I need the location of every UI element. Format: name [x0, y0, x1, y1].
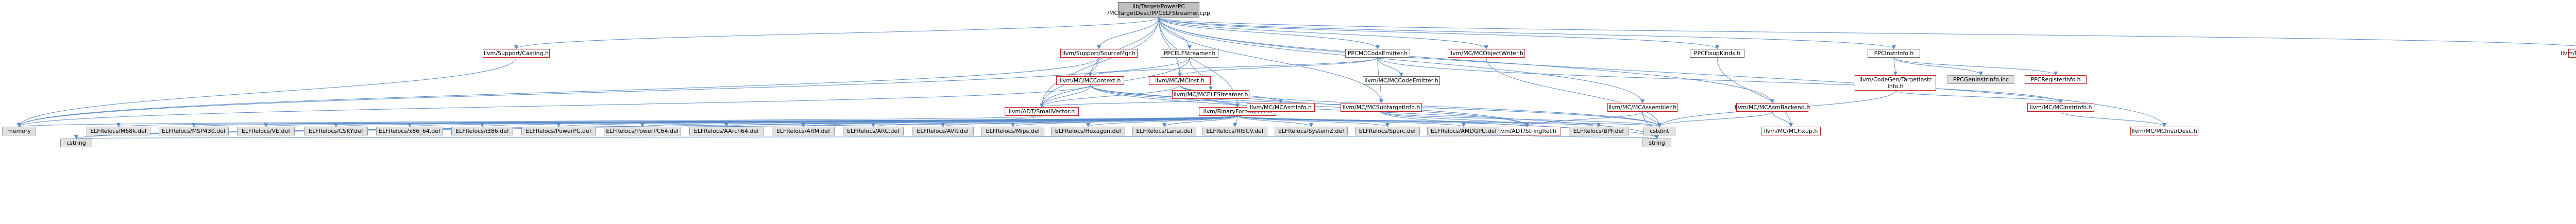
edge-binaryformat_elf-to-elfrelocs_mips — [1011, 115, 1238, 127]
node-elfrelocs-sparc: ELFRelocs/Sparc.def — [1355, 127, 1420, 135]
node-ppcmccodeemitter-h[interactable]: PPCMCCodeEmitter.h — [1345, 49, 1410, 58]
node-smallvector[interactable]: llvm/ADT/SmallVector.h — [1005, 107, 1079, 116]
edge-mcassembler-to-stringref — [1525, 111, 1643, 127]
edge-support_casting-to-memory — [17, 57, 517, 127]
node-ppcelfstreamer-cpp: lib/Target/PowerPC /MCTargetDesc/PPCELFS… — [1107, 2, 1210, 18]
edge-ppcinstrinfo-to-ppcgeninstrinfo — [1893, 57, 1983, 76]
node-elfrelocs-m68k: ELFRelocs/M68k.def — [87, 127, 150, 135]
node-mcinstrdesc[interactable]: llvm/MC/MCInstrDesc.h — [2130, 127, 2198, 135]
edge-mcinst-to-smallvector — [1040, 84, 1180, 108]
edge-ppcfixupkinds-to-mcfixup — [1717, 57, 1793, 127]
node-mcfixup[interactable]: llvm/MC/MCFixup.h — [1761, 127, 1821, 135]
edge-binaryformat_elf-to-elfrelocs_lanai — [1162, 115, 1238, 127]
edge-binaryformat_elf-to-elfrelocs_sparc — [1237, 115, 1389, 127]
node-support-sourcemgr[interactable]: llvm/Support/SourceMgr.h — [1060, 49, 1138, 58]
edge-mcsubtargetinfo-to-cstdint — [1381, 111, 1662, 127]
edge-root-to-mccontext — [1088, 17, 1159, 77]
node-ppcregisterinfo[interactable]: PPCRegisterInfo.h — [2025, 75, 2087, 84]
node-memory: memory — [2, 127, 36, 135]
node-elfrelocs-x86-64: ELFRelocs/x86_64.def — [376, 127, 443, 135]
node-mcassembler[interactable]: llvm/MC/MCAssembler.h — [1607, 103, 1677, 112]
edge-binaryformat_elf-to-elfrelocs_hexagon — [1086, 115, 1238, 127]
edge-ppcelfstreamer-to-memory — [17, 57, 1190, 127]
node-mcasminfo[interactable]: llvm/MC/MCAsmInfo.h — [1247, 103, 1315, 112]
node-elfrelocs-lanai: ELFRelocs/Lanai.def — [1132, 127, 1196, 135]
node-ppcgeninstrinfo-inc: PPCGenInstrInfo.inc — [1947, 75, 2014, 84]
node-elfrelocs-powerpc64: ELFRelocs/PowerPC64.def — [604, 127, 681, 135]
edge-binaryformat_elf-to-elfrelocs_avr — [941, 115, 1238, 127]
node-string: string — [1642, 139, 1671, 147]
node-elfrelocs-systemz: ELFRelocs/SystemZ.def — [1275, 127, 1348, 135]
node-mccontext[interactable]: llvm/MC/MCContext.h — [1056, 76, 1124, 85]
edge-root-to-mcsymbolelf — [1158, 17, 2576, 46]
node-ppcinstrinfo-h[interactable]: PPCInstrInfo.h — [1868, 49, 1920, 58]
node-elfrelocs-bpf: ELFRelocs/BPF.def — [1569, 127, 1629, 135]
edge-ppcmccodeemitter-to-mccodeemitter — [1377, 57, 1403, 77]
node-mcsubtargetinfo[interactable]: llvm/MC/MCSubtargetInfo.h — [1341, 103, 1422, 112]
node-mcinst[interactable]: llvm/MC/MCInst.h — [1149, 76, 1211, 85]
edge-root-to-ppcmccodeemitter — [1158, 17, 1380, 49]
node-mccodeemitter[interactable]: llvm/MC/MCCodeEmitter.h — [1363, 76, 1440, 85]
edge-root-to-ppcfixupkinds — [1158, 17, 1719, 49]
edge-root-to-mcasmbackend — [1158, 17, 1774, 104]
node-mcelfstreamer[interactable]: llvm/MC/MCELFStreamer.h — [1172, 90, 1249, 99]
edge-ppcinstrinfo-to-codegen_targetinstrinfo — [1893, 57, 1897, 76]
node-elfrelocs-csky: ELFRelocs/CSKY.def — [304, 127, 368, 135]
edge-binaryformat_elf-to-elfrelocs_amdgpu — [1237, 115, 1466, 127]
edge-stringref-to-string — [1527, 134, 1659, 139]
edge-root-to-mcobjectwriter — [1158, 17, 1488, 49]
edge-root-to-support_casting — [514, 17, 1159, 49]
edge-root-to-mcinst — [1158, 17, 1182, 77]
node-elfrelocs-mips: ELFRelocs/Mips.def — [981, 127, 1044, 135]
edge-ppcmccodeemitter-to-mccontext — [1088, 57, 1378, 77]
node-elfrelocs-ve: ELFRelocs/VE.def — [237, 127, 295, 135]
node-mcasmbackend[interactable]: llvm/MC/MCAsmBackend.h — [1734, 103, 1810, 112]
node-mcinstrinfo[interactable]: llvm/MC/MCInstrInfo.h — [2027, 103, 2094, 112]
node-elfrelocs-arc: ELFRelocs/ARC.def — [843, 127, 904, 135]
node-elfrelocs-riscv: ELFRelocs/RISCV.def — [1202, 127, 1267, 135]
node-elfrelocs-hexagon: ELFRelocs/Hexagon.def — [1051, 127, 1125, 135]
node-elfrelocs-aarch64: ELFRelocs/AArch64.def — [689, 127, 764, 135]
edge-support_sourcemgr-to-memory — [17, 57, 1099, 127]
node-elfrelocs-msp430: ELFRelocs/MSP430.def — [159, 127, 229, 135]
edge-root-to-mcsubtargetinfo — [1158, 17, 1383, 104]
edge-stringref-to-cstring — [76, 134, 1528, 139]
edge-binaryformat_elf-to-elfrelocs_riscv — [1233, 115, 1238, 127]
edge-root-to-smallvector — [1040, 17, 1159, 108]
edge-mcobjectwriter-to-cstdint — [1486, 57, 1662, 127]
node-elfrelocs-amdgpu: ELFRelocs/AMDGPU.def — [1427, 127, 1500, 135]
edge-binaryformat_elf-to-elfrelocs_systemz — [1237, 115, 1313, 127]
node-cstdint: cstdint — [1643, 127, 1675, 135]
edge-mcasmbackend-to-mcfixup — [1772, 111, 1793, 127]
edge-codegen_targetinstrinfo-to-mcinstrinfo — [1895, 90, 2063, 104]
edge-mcasmbackend-to-cstdint — [1657, 111, 1773, 127]
node-support-casting[interactable]: llvm/Support/Casting.h — [483, 49, 550, 58]
node-stringref[interactable]: llvm/ADT/StringRef.h — [1493, 127, 1561, 135]
node-mcobjectwriter[interactable]: llvm/MC/MCObjectWriter.h — [1448, 49, 1525, 58]
edge-mccontext-to-memory — [17, 84, 1091, 127]
edge-mcsubtargetinfo-to-stringref — [1381, 111, 1529, 127]
node-codegen-targetinstrinfo[interactable]: llvm/CodeGen/TargetInstr Info.h — [1855, 75, 1936, 91]
node-elfrelocs-arm: ELFRelocs/ARM.def — [772, 127, 835, 135]
edge-ppcmccodeemitter-to-mcinstrinfo — [1377, 57, 2063, 104]
node-cstring: cstring — [60, 139, 92, 147]
node-ppcfixupkinds-h[interactable]: PPCFixupKinds.h — [1690, 49, 1744, 58]
node-elfrelocs-avr: ELFRelocs/AVR.def — [912, 127, 974, 135]
node-elfrelocs-i386: ELFRelocs/i386.def — [451, 127, 513, 135]
edge-root-to-ppcinstrinfo — [1158, 17, 1896, 49]
edge-smallvector-to-memory — [18, 115, 1042, 127]
edge-ppcmccodeemitter-to-mcinst — [1178, 57, 1378, 77]
node-mcsymbolelf[interactable]: llvm/MC/MCSymbolELF.h — [2561, 49, 2576, 58]
edge-ppcinstrinfo-to-ppcregisterinfo — [1893, 57, 2058, 76]
edge-mcinstrinfo-to-mcinstrdesc — [2060, 111, 2166, 127]
node-ppcelfstreamer-h[interactable]: PPCELFStreamer.h — [1161, 49, 1218, 58]
edge-binaryformat_elf-to-elfrelocs_bpf — [1237, 115, 1601, 127]
edge-root-to-mcassembler — [1158, 17, 1645, 104]
edge-root-to-support_sourcemgr — [1097, 17, 1159, 49]
edge-root-to-mcinstrdesc — [1158, 17, 2166, 127]
edge-ppcelfstreamer-to-mcelfstreamer — [1189, 57, 1213, 91]
node-elfrelocs-powerpc: ELFRelocs/PowerPC.def — [521, 127, 596, 135]
